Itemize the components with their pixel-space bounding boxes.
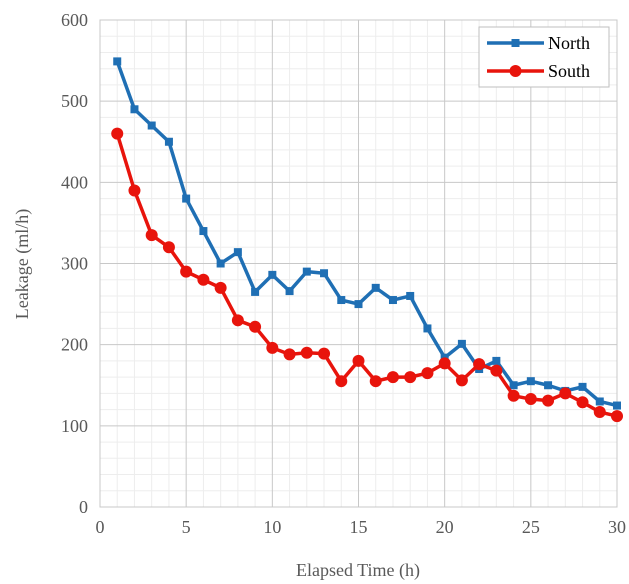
x-tick-label: 0 xyxy=(96,517,105,537)
data-point xyxy=(578,382,587,391)
data-point xyxy=(369,375,382,388)
data-point xyxy=(542,394,555,407)
data-point xyxy=(216,259,225,268)
y-tick-label: 500 xyxy=(61,91,88,111)
legend-label-north: North xyxy=(548,33,590,53)
data-point xyxy=(613,401,621,410)
data-point xyxy=(162,241,175,254)
data-point xyxy=(576,396,589,409)
data-point xyxy=(354,300,363,309)
x-tick-label: 10 xyxy=(263,517,281,537)
data-point xyxy=(251,287,260,296)
y-tick-labels: 0 100 200 300 400 500 600 xyxy=(61,10,88,517)
data-point xyxy=(507,389,520,402)
major-grid xyxy=(99,19,618,508)
legend-label-south: South xyxy=(548,61,590,81)
x-tick-label: 15 xyxy=(350,517,368,537)
data-point xyxy=(404,371,417,384)
data-point xyxy=(423,324,432,333)
data-point xyxy=(249,320,262,333)
data-point xyxy=(388,296,397,305)
data-point xyxy=(283,348,296,361)
data-point xyxy=(128,184,141,197)
data-point xyxy=(593,406,606,419)
data-point xyxy=(199,227,208,236)
x-tick-label: 25 xyxy=(522,517,540,537)
data-point xyxy=(300,346,313,359)
data-point xyxy=(457,339,466,348)
data-point xyxy=(421,367,434,380)
data-point xyxy=(526,377,535,386)
plot-area-border xyxy=(99,19,618,508)
data-point xyxy=(595,397,604,406)
data-point xyxy=(111,127,124,140)
data-point xyxy=(473,358,486,371)
data-point xyxy=(559,387,572,400)
series-north xyxy=(113,57,621,410)
data-point xyxy=(371,283,380,292)
data-point xyxy=(492,356,501,365)
data-point xyxy=(285,287,294,296)
y-tick-label: 300 xyxy=(61,254,88,274)
data-point xyxy=(182,194,191,203)
y-tick-label: 100 xyxy=(61,416,88,436)
data-point xyxy=(438,357,451,370)
data-point xyxy=(318,347,331,360)
data-point xyxy=(145,229,158,242)
legend: North South xyxy=(478,26,610,88)
data-point xyxy=(113,57,122,66)
x-axis-title: Elapsed Time (h) xyxy=(296,560,420,581)
plot-frame xyxy=(99,19,618,508)
x-tick-label: 5 xyxy=(182,517,191,537)
data-point xyxy=(352,354,365,367)
data-point xyxy=(544,381,553,390)
data-point xyxy=(337,296,346,305)
legend-marker-south xyxy=(509,65,522,77)
y-axis-title: Leakage (ml/h) xyxy=(12,209,33,319)
data-point xyxy=(386,371,399,384)
data-point xyxy=(197,273,210,286)
y-tick-label: 400 xyxy=(61,172,88,192)
data-point xyxy=(130,105,139,114)
y-tick-label: 0 xyxy=(79,497,88,517)
data-point xyxy=(233,248,242,257)
data-point xyxy=(335,375,348,388)
series-south xyxy=(111,127,623,423)
series-line-south xyxy=(115,133,618,418)
data-point xyxy=(406,291,415,300)
data-point xyxy=(164,137,173,146)
data-point xyxy=(455,374,468,387)
data-point xyxy=(524,393,537,406)
x-tick-label: 30 xyxy=(608,517,626,537)
legend-entry-south: South xyxy=(487,61,590,81)
data-point xyxy=(302,267,311,276)
x-tick-label: 20 xyxy=(436,517,454,537)
data-point xyxy=(490,364,503,377)
data-point xyxy=(320,269,329,278)
data-point xyxy=(509,381,518,390)
y-tick-label: 600 xyxy=(61,10,88,30)
data-point xyxy=(214,281,227,294)
data-point xyxy=(231,314,244,327)
data-point xyxy=(266,341,279,354)
data-point xyxy=(180,265,193,278)
legend-box xyxy=(478,26,610,88)
data-point xyxy=(611,410,623,423)
y-tick-label: 200 xyxy=(61,335,88,355)
legend-entry-north: North xyxy=(487,33,590,53)
series-line-north xyxy=(115,60,618,408)
x-tick-labels: 0 5 10 15 20 25 30 xyxy=(96,517,627,537)
data-point xyxy=(147,121,156,130)
series-layer xyxy=(111,57,623,423)
legend-marker-north xyxy=(511,39,520,47)
data-point xyxy=(268,270,277,279)
